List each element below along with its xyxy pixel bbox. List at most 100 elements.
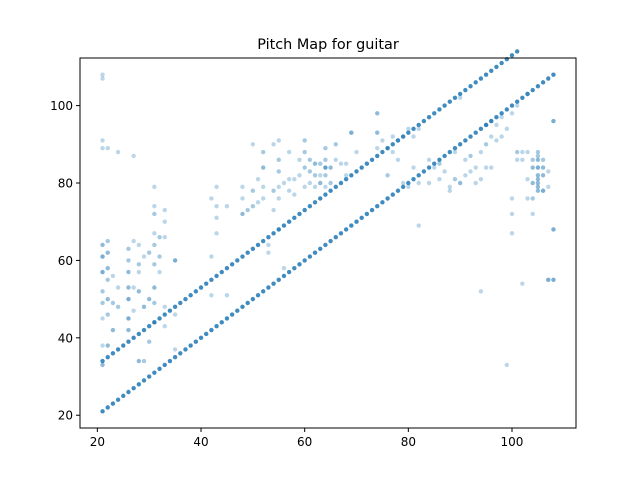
data-point	[307, 254, 313, 259]
data-point	[286, 269, 292, 275]
data-point	[312, 161, 318, 166]
data-point	[546, 277, 551, 282]
data-point	[452, 149, 458, 155]
data-point	[504, 362, 510, 368]
data-point	[375, 153, 380, 159]
data-point	[328, 165, 333, 170]
data-point	[323, 173, 328, 178]
data-point	[162, 304, 167, 310]
data-point	[276, 169, 281, 174]
data-point	[110, 273, 116, 279]
data-point	[364, 161, 370, 166]
data-point	[157, 254, 162, 259]
data-point	[514, 49, 520, 54]
data-point	[426, 157, 432, 162]
chart-title: Pitch Map for guitar	[257, 37, 399, 53]
data-point	[525, 91, 530, 97]
data-point	[209, 254, 214, 259]
data-point	[229, 262, 235, 267]
data-point	[535, 176, 541, 182]
data-point	[115, 347, 121, 352]
data-point	[193, 289, 199, 294]
data-point	[432, 161, 437, 166]
data-point	[152, 320, 157, 325]
data-point	[115, 149, 121, 155]
data-point	[172, 354, 178, 360]
data-point	[292, 176, 297, 182]
data-point	[333, 234, 338, 240]
data-point	[214, 273, 219, 279]
data-point	[468, 153, 473, 159]
y-tick-label: 20	[58, 409, 73, 423]
data-point	[432, 111, 437, 116]
data-point	[540, 188, 546, 193]
data-point	[266, 234, 271, 240]
data-point	[375, 130, 380, 135]
data-point	[286, 188, 292, 193]
data-point	[297, 157, 302, 162]
data-point	[240, 211, 245, 217]
x-axis: 20 40 60 80 100	[90, 428, 523, 449]
data-point	[494, 64, 499, 70]
data-point	[178, 351, 183, 356]
data-point	[473, 130, 478, 135]
data-point	[546, 76, 551, 81]
data-point	[452, 95, 458, 101]
data-point	[380, 149, 385, 155]
data-point	[535, 165, 541, 170]
data-point	[535, 153, 541, 159]
data-point	[452, 145, 458, 151]
data-point	[499, 111, 504, 116]
data-point	[514, 149, 520, 155]
data-point	[276, 196, 281, 201]
data-point	[302, 258, 307, 263]
data-point	[209, 327, 214, 333]
data-point	[105, 343, 110, 348]
data-point	[100, 76, 105, 81]
data-point	[442, 103, 447, 108]
data-point	[255, 293, 261, 298]
data-point	[530, 87, 535, 93]
data-point	[126, 269, 131, 275]
data-point	[483, 165, 489, 170]
data-point	[255, 242, 261, 248]
data-point	[297, 262, 302, 267]
data-point	[400, 134, 406, 139]
data-point	[261, 238, 266, 244]
data-point	[494, 138, 499, 143]
data-point	[551, 227, 556, 232]
data-point	[110, 300, 116, 306]
data-point	[261, 165, 266, 170]
data-point	[183, 347, 188, 352]
data-point	[162, 312, 167, 317]
data-point	[535, 188, 541, 193]
data-point	[457, 95, 463, 101]
data-point	[214, 204, 219, 209]
data-point	[437, 161, 442, 166]
data-point	[525, 196, 530, 201]
data-point	[395, 157, 401, 162]
data-point	[400, 184, 406, 190]
data-point	[146, 374, 152, 379]
data-point	[359, 165, 364, 170]
data-point	[525, 176, 530, 182]
data-point	[115, 397, 121, 402]
data-point	[447, 99, 452, 104]
data-point	[421, 118, 427, 124]
data-point	[302, 138, 307, 143]
data-point	[406, 130, 411, 135]
data-point	[266, 250, 271, 255]
data-point	[302, 184, 307, 190]
data-point	[271, 142, 276, 147]
data-point	[157, 234, 162, 240]
data-point	[271, 231, 276, 236]
data-point	[447, 188, 452, 193]
data-point	[261, 184, 266, 190]
data-point	[514, 157, 520, 162]
data-point	[126, 339, 131, 344]
data-point	[250, 204, 256, 209]
data-point	[499, 115, 504, 120]
data-point	[131, 238, 136, 244]
data-point	[281, 223, 287, 228]
